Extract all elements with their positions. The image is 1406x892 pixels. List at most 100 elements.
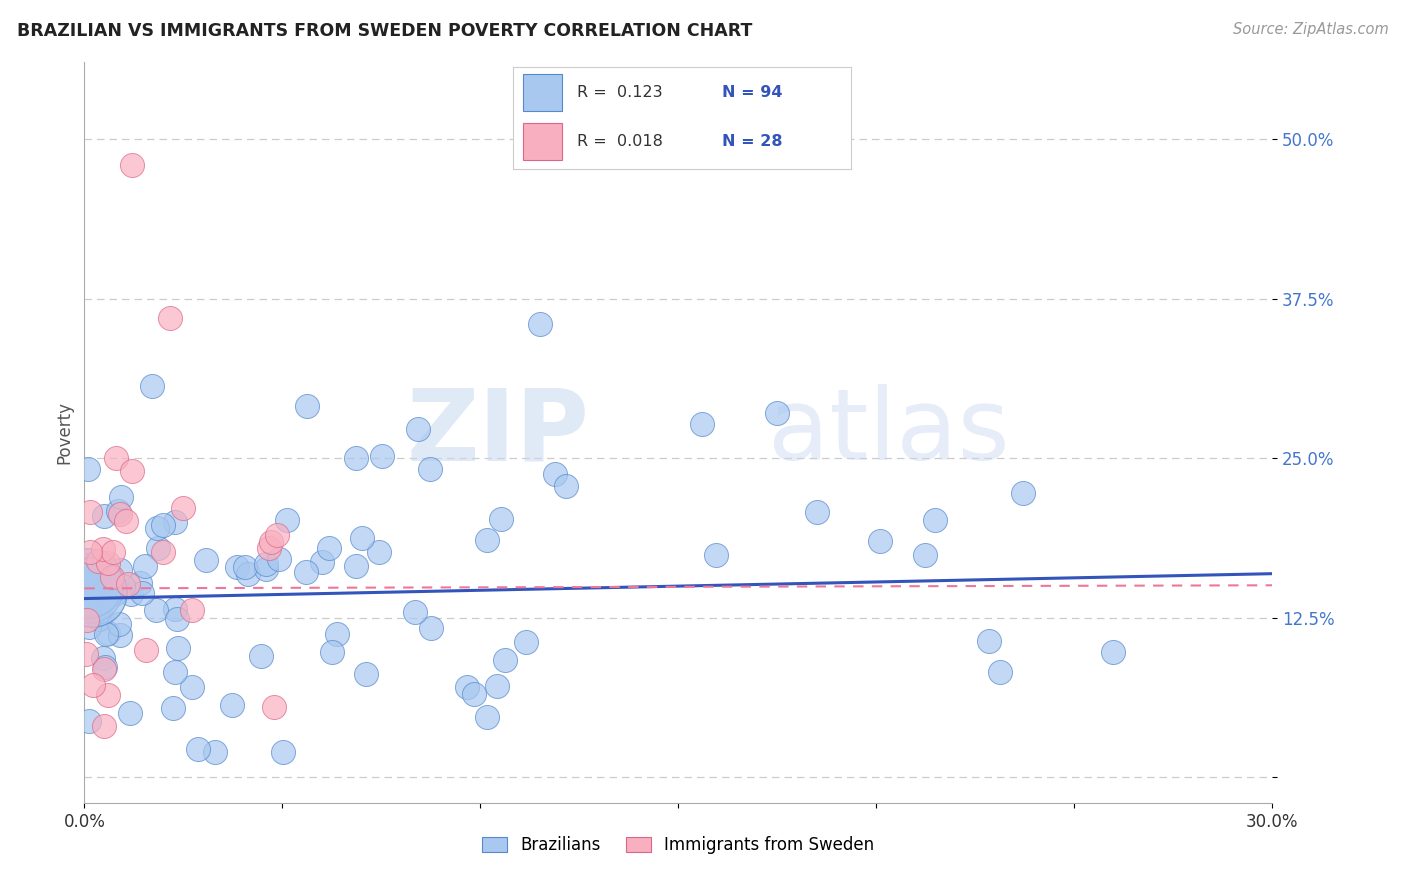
Point [311,555,333,569]
Point [554,479,576,493]
Point [145,603,167,617]
Point [475,533,498,548]
Point [82,678,104,692]
Point [1101,644,1123,658]
Text: atlas: atlas [768,384,1010,481]
Point [167,641,190,656]
Point [354,667,377,681]
Point [112,579,135,593]
Point [273,745,295,759]
Point [93,661,115,675]
Point [187,742,209,756]
Point [79,577,101,591]
Point [294,566,316,580]
Point [419,461,441,475]
Point [103,587,125,601]
Point [544,467,567,481]
Point [75,647,97,661]
Point [233,560,256,574]
Point [869,534,891,549]
Point [87,554,110,568]
Point [108,508,131,522]
Point [93,508,115,523]
Point [135,643,157,657]
Point [152,517,174,532]
Point [180,603,202,617]
Point [254,557,277,571]
Text: BRAZILIAN VS IMMIGRANTS FROM SWEDEN POVERTY CORRELATION CHART: BRAZILIAN VS IMMIGRANTS FROM SWEDEN POVE… [17,22,752,40]
Point [326,627,349,641]
Point [86,580,108,594]
Point [260,535,283,549]
Point [321,645,343,659]
Point [166,612,188,626]
Point [344,558,367,573]
Point [77,601,100,615]
Point [93,660,115,674]
Text: N = 94: N = 94 [723,85,783,100]
Point [204,745,226,759]
Text: R =  0.123: R = 0.123 [578,85,662,100]
Point [129,576,152,591]
Point [221,698,243,713]
Point [118,706,141,720]
Point [914,549,936,563]
Point [77,620,100,634]
Point [263,700,285,714]
Legend: Brazilians, Immigrants from Sweden: Brazilians, Immigrants from Sweden [475,830,882,861]
Point [101,570,124,584]
Y-axis label: Poverty: Poverty [55,401,73,464]
Point [83,576,105,591]
Point [266,527,288,541]
Point [97,688,120,702]
Point [269,552,291,566]
Point [344,450,367,465]
Point [195,553,218,567]
Point [77,582,100,596]
Point [93,719,115,733]
Point [297,399,319,413]
Point [352,531,374,545]
Point [90,609,112,624]
Point [159,310,181,325]
Point [172,501,194,516]
Point [79,505,101,519]
Point [225,560,247,574]
Point [89,612,111,626]
Text: N = 28: N = 28 [723,135,783,149]
Point [489,511,512,525]
Point [146,521,169,535]
Point [924,513,946,527]
Point [76,613,98,627]
Point [96,584,118,599]
Point [420,621,443,635]
Point [97,626,120,640]
Point [163,515,186,529]
Point [82,585,104,599]
Point [80,599,103,613]
Point [90,577,112,591]
Point [690,417,713,432]
Point [110,628,132,642]
Point [94,626,117,640]
Point [404,605,426,619]
Point [110,490,132,504]
Point [117,577,139,591]
Point [236,567,259,582]
Point [318,541,340,555]
FancyBboxPatch shape [523,74,562,111]
Point [131,586,153,600]
Text: Source: ZipAtlas.com: Source: ZipAtlas.com [1233,22,1389,37]
Point [704,548,727,562]
Point [101,545,124,559]
Point [977,634,1000,648]
Point [83,591,105,606]
Point [77,462,100,476]
Point [254,562,277,576]
Point [146,541,169,555]
Point [121,157,143,171]
Point [485,679,508,693]
Point [477,710,499,724]
Point [120,587,142,601]
Point [121,464,143,478]
